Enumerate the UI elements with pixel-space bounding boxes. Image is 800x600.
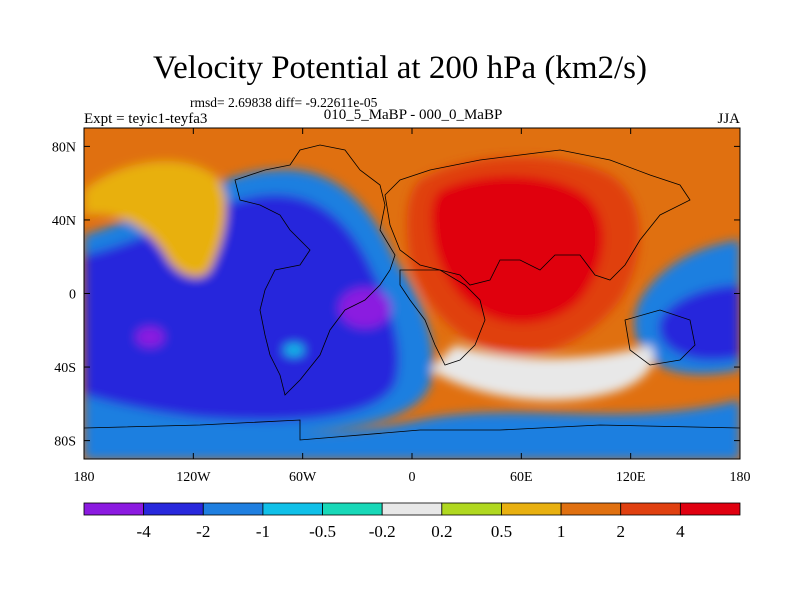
case-label: 010_5_MaBP - 000_0_MaBP xyxy=(323,107,503,123)
y-tick-label: 0 xyxy=(69,288,76,303)
colorbar: -4 -2 -1 -0.5 -0.2 0.2 0.5 1 2 4 xyxy=(83,502,741,541)
colorbar-swatch xyxy=(143,502,204,516)
x-tick-label: 0 xyxy=(409,470,416,485)
africa-coast xyxy=(399,269,486,366)
colorbar-level-label: -0.5 xyxy=(309,522,336,541)
experiment-label: Expt = teyic1-teyfa3 xyxy=(84,111,208,127)
x-tick-label: 60W xyxy=(289,470,317,485)
coastlines xyxy=(84,144,740,441)
colorbar-swatch xyxy=(381,502,443,516)
colorbar-level-label: -1 xyxy=(256,522,270,541)
pacific-negative-core xyxy=(659,285,740,361)
colorbar-level-label: 0.5 xyxy=(491,522,512,541)
southern-band xyxy=(84,395,740,459)
min-spot-atlantic xyxy=(339,288,391,328)
x-axis: 180 120W 60W 0 60E 120E 180 xyxy=(74,128,751,485)
antarctica-coast xyxy=(84,419,740,441)
colorbar-level-label: -0.2 xyxy=(369,522,396,541)
colorbar-swatch xyxy=(560,502,622,516)
y-tick-label: 40N xyxy=(52,214,76,229)
eurasia-coast xyxy=(384,149,691,286)
x-tick-label: 120E xyxy=(616,470,646,485)
colorbar-swatch xyxy=(620,502,681,516)
asia-positive-core xyxy=(431,175,604,324)
australia-coast xyxy=(624,309,696,366)
colorbar-swatch xyxy=(262,502,323,516)
x-tick-label: 180 xyxy=(74,470,95,485)
colorbar-swatch xyxy=(501,502,562,516)
colorbar-level-label: 1 xyxy=(557,522,566,541)
min-spot-pacific xyxy=(136,327,164,347)
x-tick-label: 180 xyxy=(730,470,751,485)
colorbar-level-label: 4 xyxy=(676,522,685,541)
southern-zero-ring xyxy=(430,345,654,401)
colorbar-swatch xyxy=(322,502,383,516)
colorbar-swatch xyxy=(202,502,264,516)
americas-coast xyxy=(234,144,396,396)
weak-spot-brazil xyxy=(284,344,304,356)
y-axis: 80N 40N 0 40S 80S xyxy=(52,140,740,450)
x-tick-label: 120W xyxy=(176,470,211,485)
season-label: JJA xyxy=(717,111,740,127)
colorbar-level-label: 2 xyxy=(616,522,625,541)
stats-label: rmsd= 2.69838 diff= -9.22611e-05 xyxy=(190,95,378,110)
colorbar-swatch xyxy=(441,502,502,516)
x-tick-label: 60E xyxy=(510,470,533,485)
y-tick-label: 80N xyxy=(52,140,76,155)
colorbar-swatch xyxy=(679,502,741,516)
contour-field xyxy=(84,128,740,459)
colorbar-swatch xyxy=(83,502,145,516)
chart-title: Velocity Potential at 200 hPa (km2/s) xyxy=(152,50,648,86)
colorbar-level-label: 0.2 xyxy=(431,522,452,541)
y-tick-label: 80S xyxy=(54,435,76,450)
colorbar-level-label: -4 xyxy=(137,522,152,541)
colorbar-level-label: -2 xyxy=(196,522,210,541)
y-tick-label: 40S xyxy=(54,361,76,376)
north-pacific-yellow xyxy=(84,160,227,278)
